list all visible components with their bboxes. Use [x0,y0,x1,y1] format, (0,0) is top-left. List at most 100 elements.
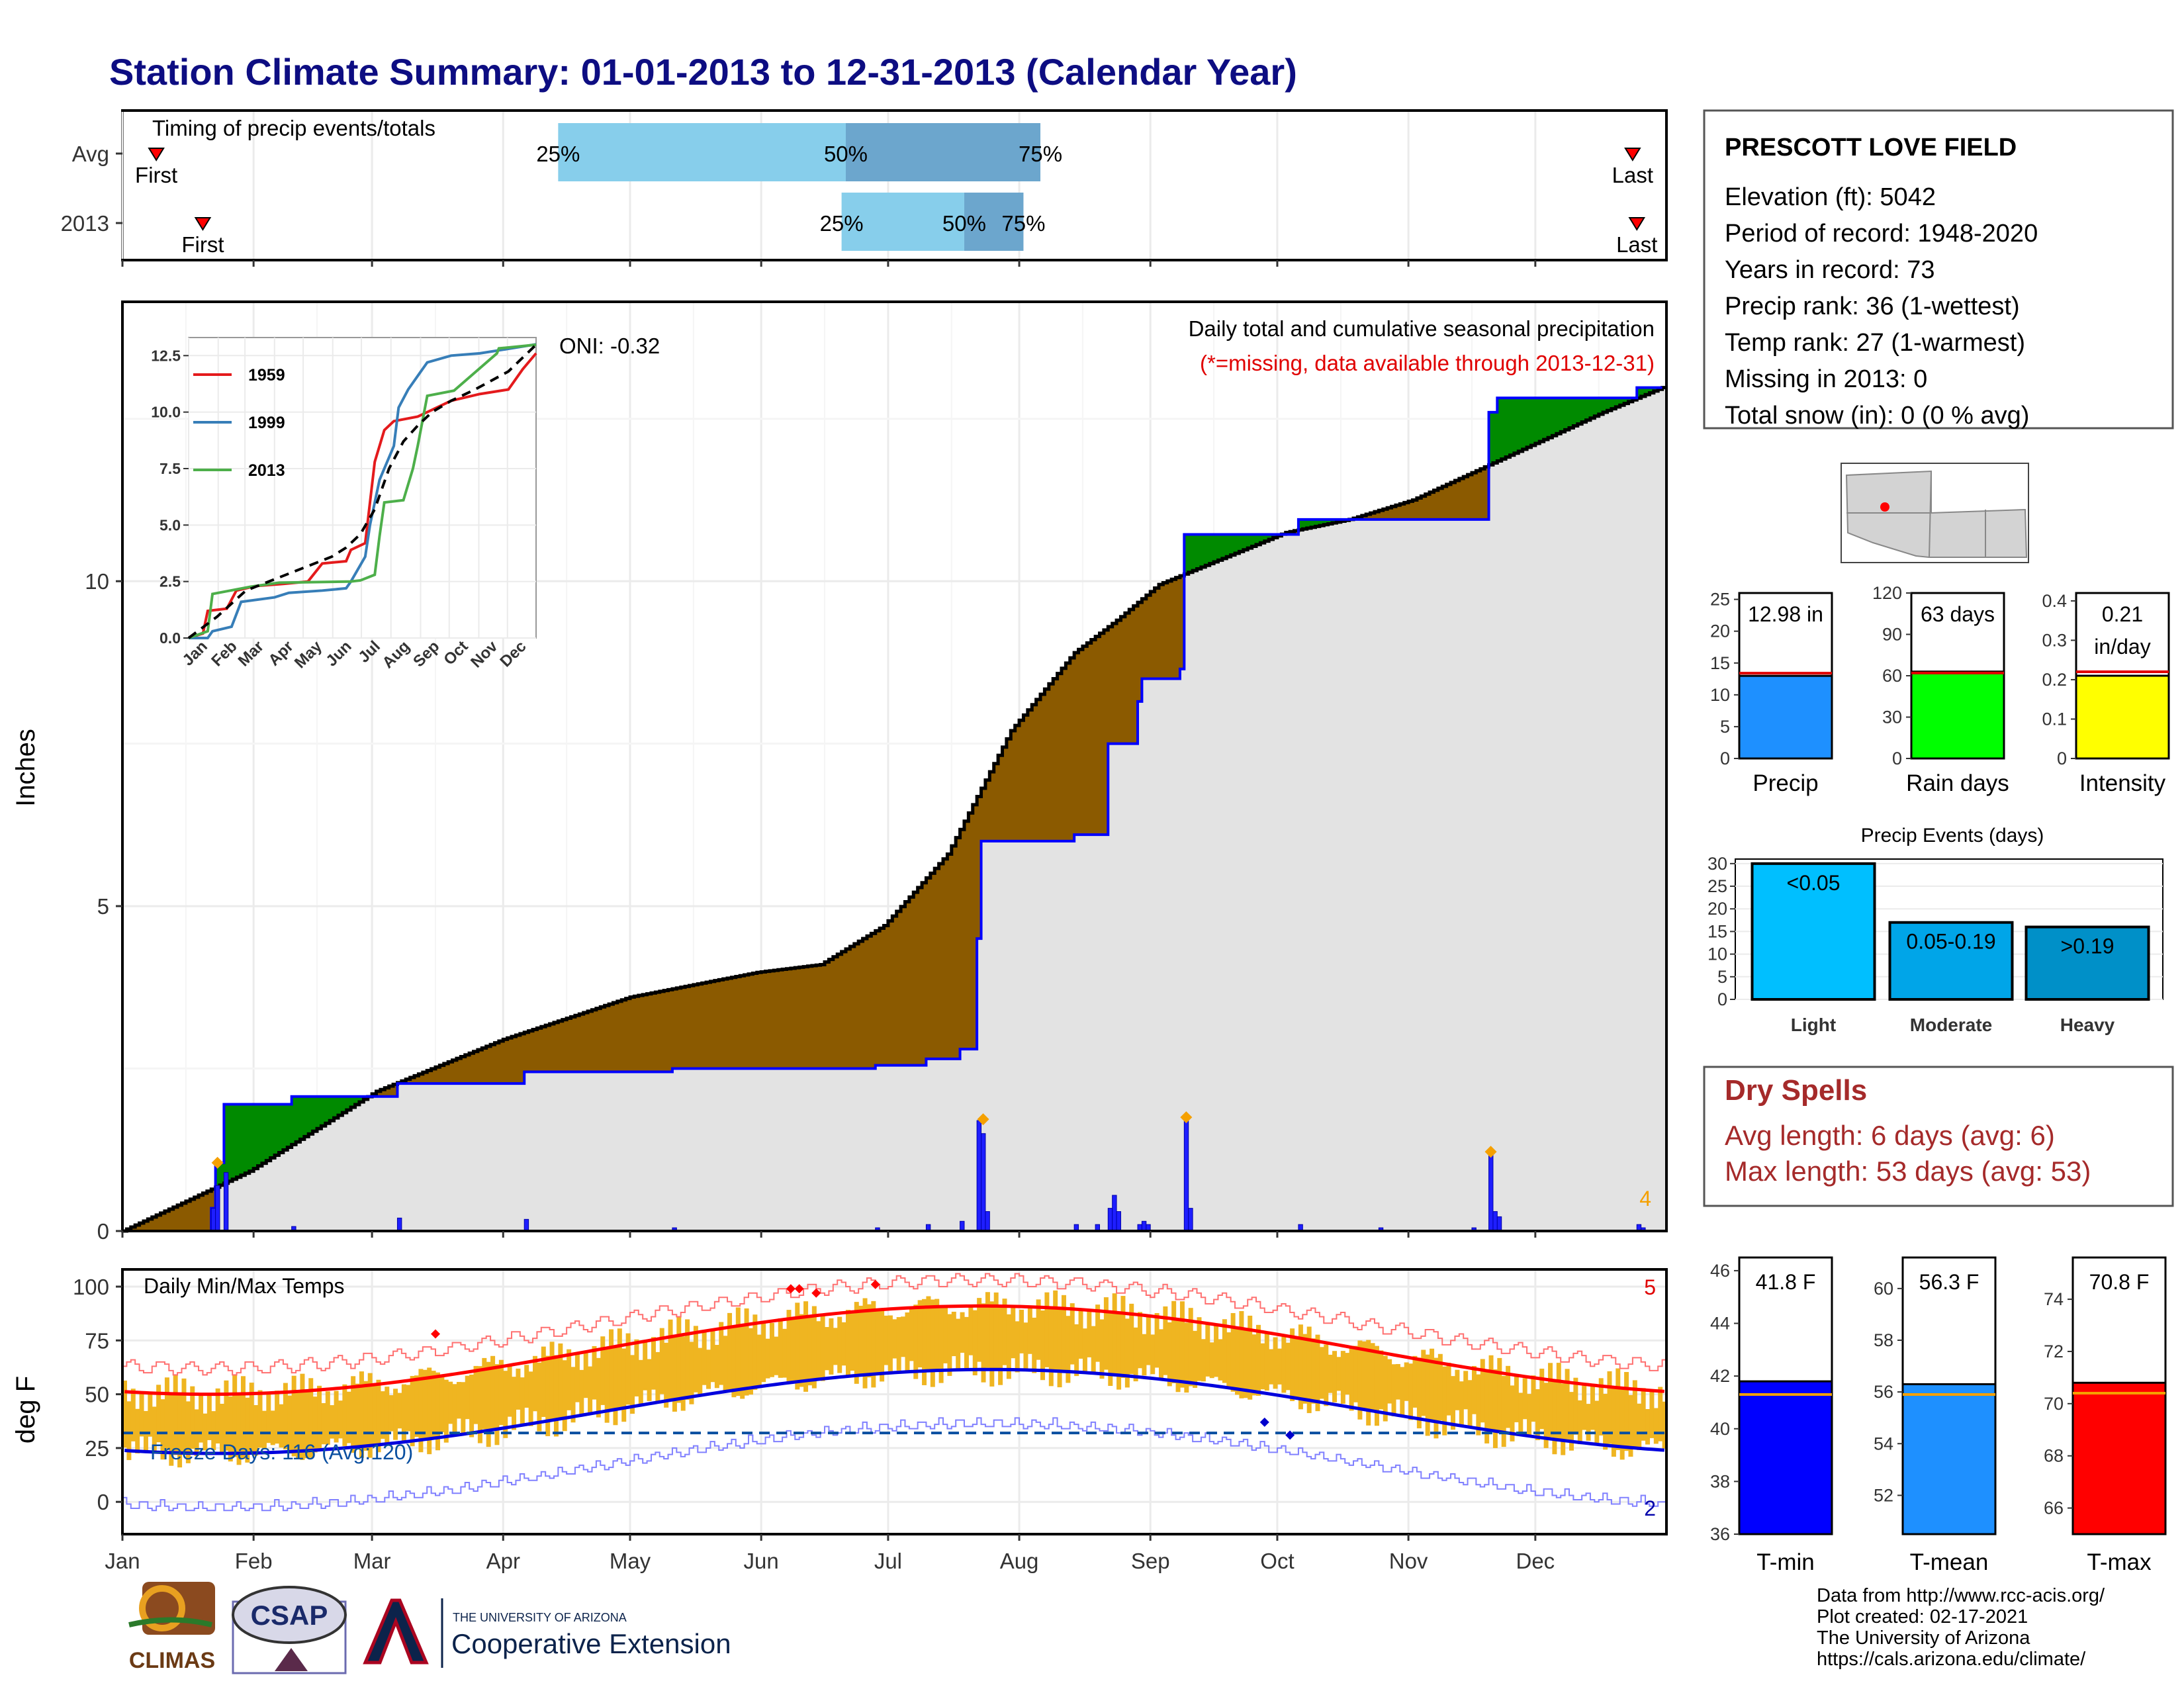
temp-bar [2071,1381,2167,1535]
precip-y-tick-label: 0 [97,1219,109,1244]
inset-legend-label: 1959 [248,366,285,385]
daily-temp-bar [1133,1327,1138,1382]
daily-temp-bar [249,1383,254,1455]
daily-precip-bar [223,1172,229,1232]
daily-temp-bar [651,1337,656,1390]
events-category-label: Moderate [1910,1015,1992,1035]
temp-bar-value: 41.8 F [1756,1270,1816,1294]
events-tick-label: 20 [1707,899,1727,919]
record-min-line [122,1417,1666,1512]
daily-temp-bar [376,1379,381,1453]
events-bar-range: >0.19 [2061,935,2115,958]
temperature-bar-charts: 36 38 40 42 44 46 41.8 F T-min 52 54 56 58 60 56.3 F T… [1710,1256,2167,1575]
inset-series-line [188,343,537,639]
timing-row-label: 2013 [61,211,109,236]
daily-temp-bar [1091,1326,1096,1373]
temp-bar-tick-label: 54 [1874,1434,1893,1453]
daily-temp-bar [1011,1306,1016,1359]
daily-temp-bar [355,1383,360,1449]
daily-temp-bar [735,1307,741,1396]
daily-temp-bar [1598,1378,1604,1436]
daily-temp-bar [1302,1334,1308,1404]
daily-temp-bar [1239,1310,1244,1398]
daily-temp-bar [1628,1394,1633,1457]
temp-y-label: deg F [11,1376,40,1443]
daily-temp-bar [1611,1388,1616,1457]
daily-temp-bar [1632,1380,1637,1447]
daily-temp-bar [1645,1409,1651,1445]
mini-bar-tick-label: 0.1 [2042,709,2067,729]
daily-temp-bar [562,1360,567,1432]
daily-temp-bar [126,1401,132,1461]
daily-temp-bar [1527,1394,1532,1436]
daily-temp-bar [1074,1324,1079,1377]
timing-first-marker [194,217,212,231]
daily-temp-bar [1539,1368,1545,1430]
dry-spells-max: Max length: 53 days (avg: 53) [1725,1156,2091,1187]
timing-last-label: Last [1616,232,1657,257]
daily-temp-bar [545,1355,551,1436]
station-frame [1703,109,2174,430]
daily-temp-bar [740,1324,745,1399]
daily-temp-bar [1264,1334,1269,1391]
mini-bar-tick-label: 25 [1710,590,1730,610]
temp-bar-tick-label: 68 [2044,1446,2064,1466]
daily-temp-bar [533,1355,537,1412]
daily-temp-bar [507,1365,512,1417]
daily-temp-bar [537,1362,542,1432]
temp-bar-label: T-mean [1910,1549,1989,1575]
map-border-az-nm [1929,471,1932,558]
daily-temp-bar [190,1386,195,1449]
daily-temp-bar [922,1299,927,1385]
daily-temp-bar [1437,1353,1443,1421]
mini-bar-tick-label: 60 [1882,666,1902,686]
daily-precip-bar [1112,1195,1117,1232]
dry-spells-title: Dry Spells [1725,1074,1867,1107]
daily-temp-bar [816,1321,821,1379]
daily-precip-bar [1107,1208,1113,1232]
daily-temp-bar [989,1301,995,1387]
daily-temp-bar [321,1403,326,1445]
daily-temp-bar [765,1338,770,1379]
daily-temp-bar [304,1391,309,1459]
daily-temp-bar [1277,1348,1282,1385]
daily-temp-bar [1446,1363,1451,1416]
daily-temp-bar [380,1391,385,1439]
daily-temp-bar [972,1310,978,1376]
daily-temp-bar [477,1366,482,1443]
daily-temp-bar [1032,1317,1037,1373]
daily-temp-bar [1214,1324,1219,1377]
daily-temp-bar [185,1401,191,1463]
daily-temp-bar [790,1319,796,1383]
daily-precip-bar [523,1218,529,1232]
daily-temp-bar [414,1375,420,1438]
min-record-count: 2 [1644,1496,1656,1520]
daily-temp-bar [181,1378,187,1455]
daily-temp-bar [1315,1334,1320,1412]
daily-temp-bar [1332,1351,1338,1402]
mini-bar [1738,674,1833,760]
daily-temp-bar [1383,1355,1388,1422]
daily-temp-bar [528,1371,533,1426]
daily-temp-bar [1586,1404,1591,1441]
events-tick-label: 5 [1717,967,1727,987]
csap-mountain [275,1648,308,1671]
daily-temp-bar [1209,1342,1214,1379]
mini-bar-tick-label: 20 [1710,621,1730,641]
daily-temp-bar [498,1359,504,1426]
daily-temp-bar [388,1395,394,1432]
daily-temp-bar [862,1298,868,1389]
mini-bar-tick-label: 0.3 [2042,630,2067,650]
daily-temp-bar [1467,1380,1473,1429]
freeze-days-label: Freeze Days: 116 (Avg:120) [150,1440,413,1464]
daily-temp-bar [1230,1312,1236,1392]
month-label: Oct [1260,1549,1294,1573]
daily-temp-bar [689,1342,694,1404]
daily-temp-bar [866,1304,872,1378]
footer-line: https://cals.arizona.edu/climate/ [1817,1649,2086,1670]
daily-temp-bar [431,1371,436,1440]
temp-bar-tick-label: 70 [2044,1394,2064,1414]
daily-temp-bar [887,1315,893,1375]
daily-temp-bar [1353,1346,1358,1402]
